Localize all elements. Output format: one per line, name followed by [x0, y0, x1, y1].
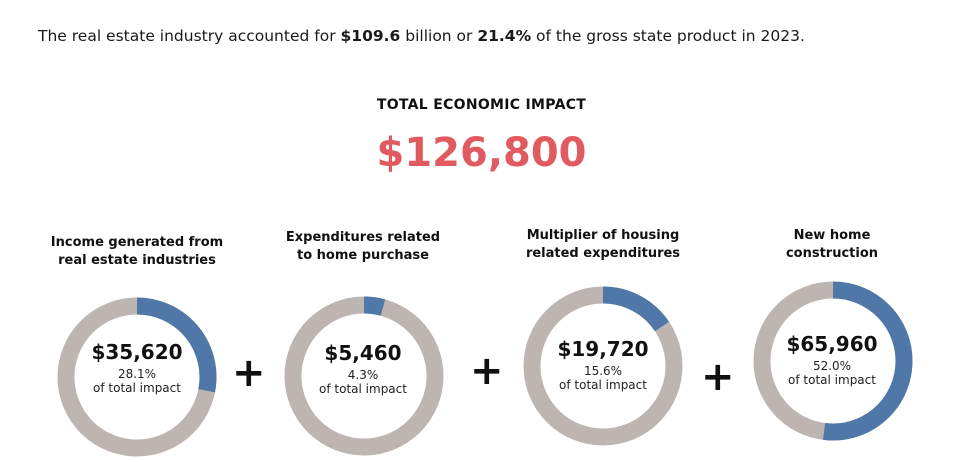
headline-share: 21.4% [477, 27, 532, 45]
impact-card-expenditures: Expenditures related to home purchase $5… [263, 229, 463, 456]
donut-sublabel: of total impact [559, 378, 647, 392]
donut-chart [753, 281, 913, 441]
donut-segment [602, 286, 670, 332]
impact-card-income: Income generated from real estate indust… [37, 234, 237, 457]
donut-value: $19,720 [557, 337, 649, 361]
headline-prefix: The real estate industry accounted for [38, 27, 341, 45]
donut-percent: 15.6% [583, 364, 623, 378]
plus-sign: + [232, 350, 266, 396]
card-title-line2: construction [785, 246, 879, 261]
total-impact-value: $126,800 [376, 130, 587, 176]
donut-label: $19,720 15.6% of total impact [503, 337, 703, 392]
card-title: Multiplier of housing related expenditur… [503, 227, 703, 263]
total-impact-label: TOTAL ECONOMIC IMPACT [376, 97, 587, 113]
donut-sublabel: of total impact [788, 373, 876, 387]
donut-chart [284, 296, 444, 456]
plus-sign: + [470, 348, 504, 394]
card-title-line1: Income generated from [50, 235, 224, 250]
headline-amount: $109.6 [340, 27, 401, 45]
headline: The real estate industry accounted for $… [38, 27, 805, 45]
card-title: Expenditures related to home purchase [263, 229, 463, 265]
headline-suffix: of the gross state product in 2023. [531, 27, 805, 45]
donut-segment [136, 297, 217, 393]
card-title-line1: New home [793, 228, 871, 243]
card-title-line2: related expenditures [525, 246, 681, 261]
impact-card-multiplier: Multiplier of housing related expenditur… [503, 227, 703, 454]
donut-percent: 52.0% [812, 359, 852, 373]
donut-chart [57, 297, 217, 457]
card-title: Income generated from real estate indust… [37, 234, 237, 270]
donut-label: $35,620 28.1% of total impact [37, 340, 237, 395]
card-title-line1: Expenditures related [285, 230, 441, 245]
donut-value: $65,960 [786, 332, 878, 356]
donut-segment [363, 296, 386, 316]
donut-percent: 28.1% [117, 367, 157, 381]
donut-value: $35,620 [91, 340, 183, 364]
donut-label: $65,960 52.0% of total impact [732, 332, 932, 387]
donut-sublabel: of total impact [319, 382, 407, 396]
donut-segment [823, 281, 913, 441]
headline-mid: billion or [400, 27, 478, 45]
donut-percent: 4.3% [347, 368, 379, 382]
donut-sublabel: of total impact [93, 381, 181, 395]
impact-card-new-home: New home construction $65,960 52.0% of t… [732, 227, 932, 454]
donut-value: $5,460 [324, 341, 402, 365]
plus-sign: + [701, 354, 735, 400]
card-title-line2: real estate industries [58, 253, 216, 268]
card-title: New home construction [732, 227, 932, 263]
card-title-line1: Multiplier of housing [526, 228, 680, 243]
donut-label: $5,460 4.3% of total impact [263, 341, 463, 396]
card-title-line2: to home purchase [296, 248, 429, 263]
donut-chart [523, 286, 683, 446]
